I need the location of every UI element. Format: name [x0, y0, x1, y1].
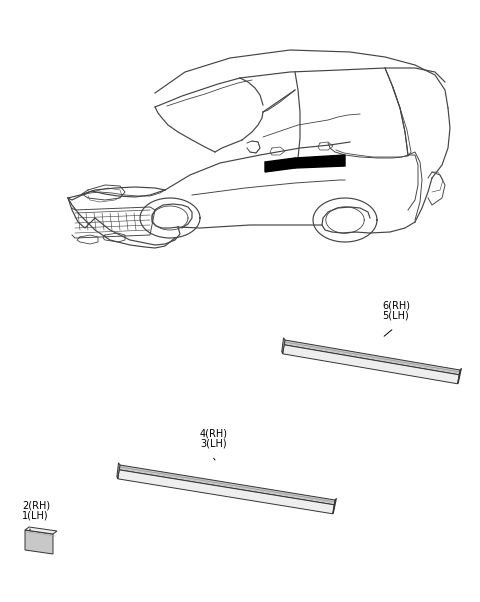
- Polygon shape: [265, 158, 295, 172]
- Polygon shape: [457, 368, 461, 384]
- Polygon shape: [117, 463, 120, 479]
- Polygon shape: [284, 340, 460, 375]
- Text: 2(RH): 2(RH): [22, 500, 50, 510]
- Polygon shape: [282, 338, 285, 354]
- Text: 1(LH): 1(LH): [22, 511, 48, 521]
- Polygon shape: [25, 527, 57, 534]
- Text: 5(LH): 5(LH): [382, 311, 409, 321]
- Polygon shape: [295, 155, 345, 168]
- Text: 4(RH): 4(RH): [200, 428, 228, 438]
- Polygon shape: [333, 498, 336, 514]
- Text: 3(LH): 3(LH): [200, 439, 227, 449]
- Polygon shape: [118, 470, 334, 514]
- Text: 6(RH): 6(RH): [382, 300, 410, 310]
- Polygon shape: [119, 465, 335, 505]
- Polygon shape: [25, 530, 53, 554]
- Polygon shape: [283, 345, 459, 384]
